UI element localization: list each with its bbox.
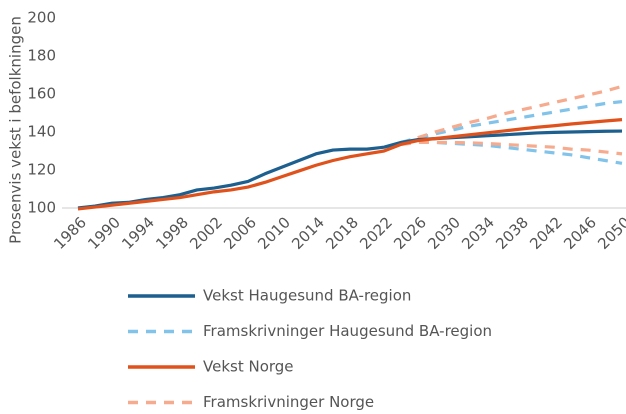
x-tick-label: 2014 [288,213,328,253]
x-tick-label: 2038 [492,213,532,253]
x-tick-label: 1986 [50,213,90,253]
series-line [400,100,623,144]
x-tick-label: 2018 [322,213,362,253]
y-tick-label: 180 [27,47,56,65]
x-tick-label: 1990 [84,213,124,253]
legend-label: Framskrivninger Norge [203,393,374,411]
series-line [77,118,623,211]
x-tick-label: 2006 [220,213,260,253]
legend-label: Vekst Haugesund BA-region [203,287,411,305]
y-tick-label: 100 [27,199,56,217]
x-tick-label: 1994 [118,213,158,253]
x-tick-label: 2002 [186,213,226,253]
y-tick-label: 160 [27,85,56,103]
y-tick-label: 200 [27,9,56,27]
x-tick-label: 2050 [594,213,626,253]
legend-label: Vekst Norge [203,358,294,376]
y-tick-label: 120 [27,161,56,179]
series-line [77,129,623,210]
x-tick-label: 2030 [424,213,464,253]
y-axis-label: Prosenvis vekst i befolkningen [7,16,25,244]
series-line [400,84,623,146]
x-tick-label: 2042 [526,213,566,253]
x-tick-label: 2010 [254,213,294,253]
x-tick-label: 1998 [152,213,192,253]
y-tick-label: 140 [27,123,56,141]
x-tick-label: 2034 [458,213,498,253]
x-tick-label: 2022 [356,213,396,253]
legend-label: Framskrivninger Haugesund BA-region [203,322,492,340]
series-line [400,140,623,156]
x-tick-label: 2026 [390,213,430,253]
x-tick-label: 2046 [560,213,600,253]
